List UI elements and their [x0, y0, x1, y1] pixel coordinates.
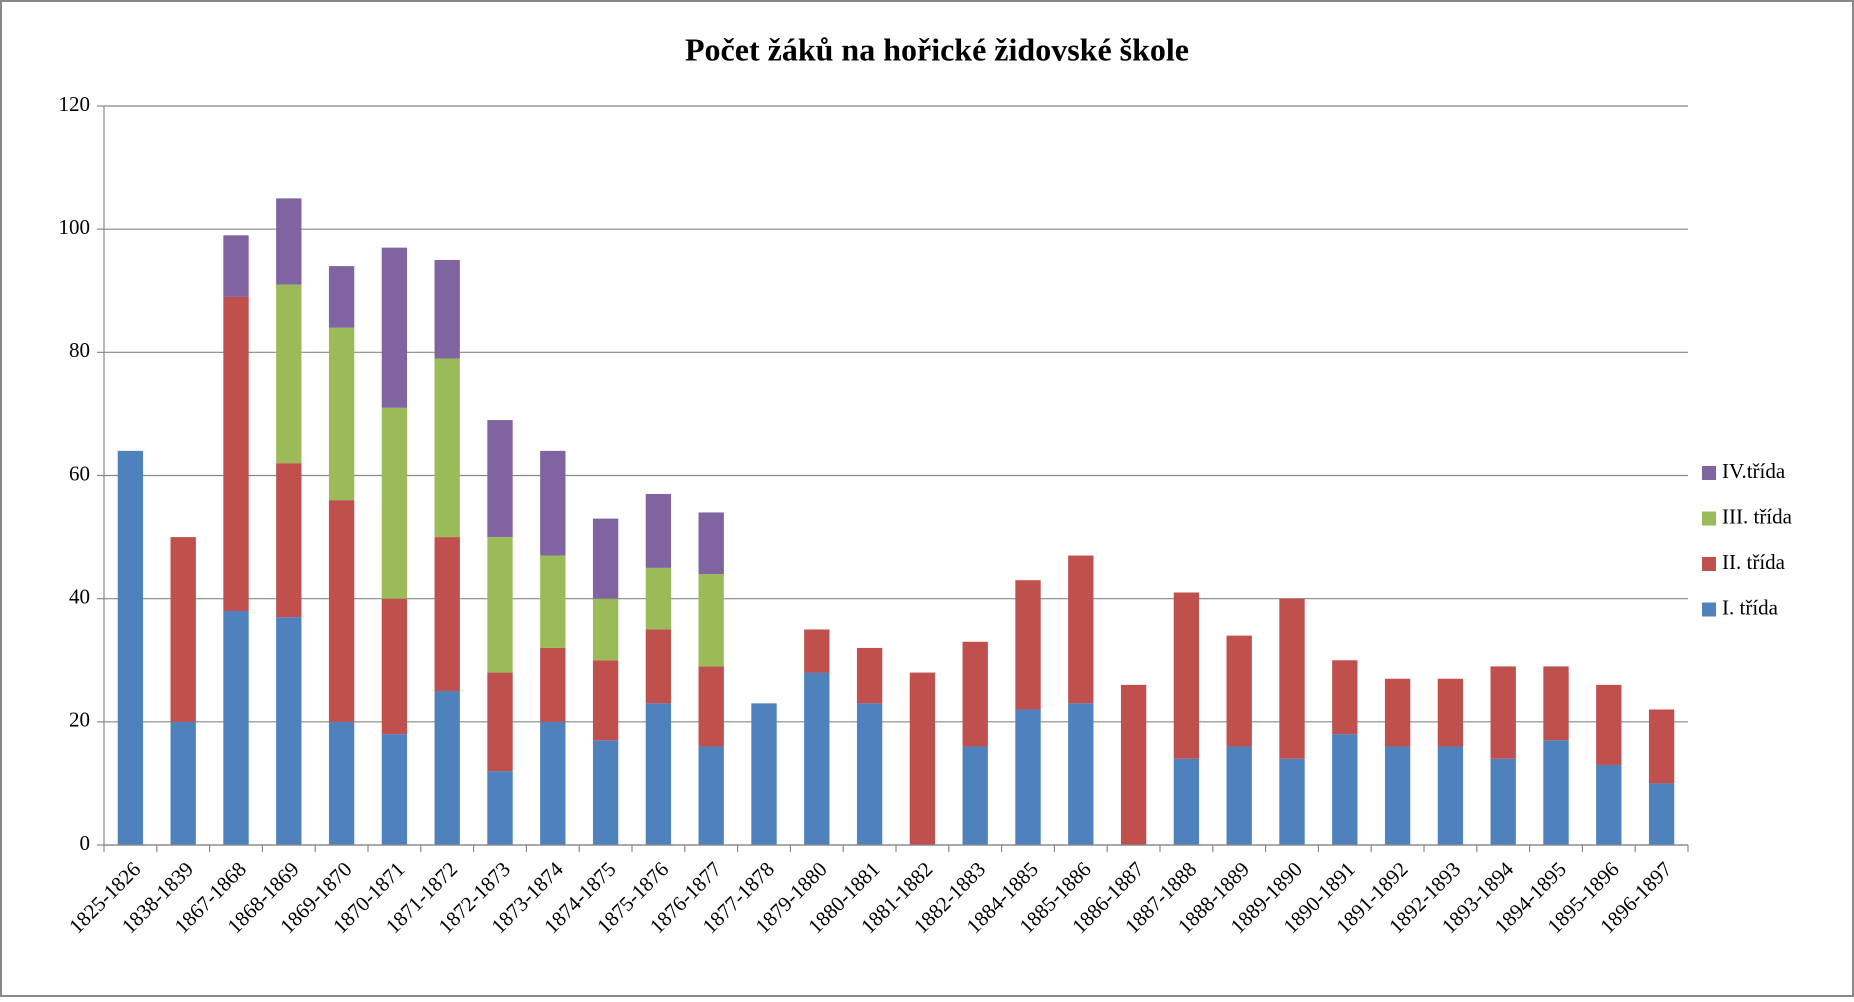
- legend-swatch: [1702, 511, 1716, 526]
- bar-segment: [1068, 703, 1094, 845]
- bar-segment: [434, 691, 460, 845]
- bar-segment: [170, 721, 196, 845]
- bar-segment: [487, 537, 513, 673]
- bar-segment: [1226, 746, 1252, 845]
- y-tick-label: 40: [69, 584, 90, 608]
- bar-segment: [276, 198, 302, 285]
- bar-segment: [223, 296, 249, 611]
- legend-swatch: [1702, 602, 1716, 617]
- bar-segment: [592, 518, 619, 599]
- bar-segment: [645, 629, 672, 704]
- bar-segment: [751, 703, 777, 845]
- bar-segment: [170, 537, 196, 722]
- bar-segment: [223, 610, 249, 845]
- bar-segment: [804, 629, 830, 673]
- bar-segment: [540, 555, 566, 648]
- bar-segment: [487, 420, 513, 538]
- bar-segment: [381, 407, 408, 599]
- bar-segment: [117, 450, 144, 845]
- y-tick-label: 0: [80, 831, 91, 855]
- bar-segment: [804, 672, 830, 845]
- bar-segment: [592, 660, 619, 741]
- bar-segment: [962, 641, 988, 747]
- bar-segment: [540, 721, 566, 845]
- bar-segment: [223, 235, 249, 297]
- y-tick-label: 120: [59, 92, 91, 116]
- legend-label: I. třída: [1722, 595, 1779, 619]
- legend-label: II. třída: [1722, 550, 1786, 574]
- bar-segment: [698, 574, 724, 667]
- bar-segment: [1384, 678, 1411, 747]
- y-tick-label: 80: [69, 338, 90, 362]
- bar-segment: [328, 327, 355, 501]
- bar-segment: [1437, 746, 1464, 845]
- bar-segment: [276, 463, 302, 618]
- bar-segment: [434, 259, 460, 359]
- bar-segment: [487, 771, 513, 845]
- bar-segment: [698, 746, 724, 845]
- bar-segment: [328, 721, 355, 845]
- bar-segment: [328, 500, 355, 722]
- legend-label: III. třída: [1722, 504, 1793, 528]
- bar-segment: [592, 598, 619, 661]
- bar-segment: [1384, 746, 1411, 845]
- bar-segment: [1173, 758, 1200, 845]
- chart-title: Počet žáků na hořické židovské škole: [685, 31, 1189, 67]
- bar-segment: [1068, 555, 1094, 704]
- bar-segment: [1648, 709, 1675, 784]
- bar-segment: [1490, 666, 1516, 759]
- bar-segment: [381, 247, 408, 408]
- bar-segment: [645, 703, 672, 845]
- bar-segment: [1173, 592, 1200, 759]
- bar-segment: [856, 647, 883, 704]
- y-tick-label: 100: [59, 215, 91, 239]
- bar-segment: [1279, 598, 1305, 759]
- bar-segment: [381, 734, 408, 845]
- bar-segment: [434, 358, 460, 538]
- bar-segment: [1543, 740, 1569, 845]
- bar-segment: [434, 537, 460, 692]
- bar-segment: [1015, 709, 1041, 845]
- bar-segment: [1648, 783, 1675, 845]
- legend-swatch: [1702, 466, 1716, 480]
- bar-segment: [1596, 764, 1622, 845]
- bar-segment: [540, 450, 566, 556]
- bar-segment: [328, 266, 355, 328]
- bar-segment: [1332, 734, 1358, 845]
- bar-segment: [276, 284, 302, 464]
- bar-segment: [962, 746, 988, 845]
- bar-segment: [381, 598, 408, 735]
- bar-segment: [592, 740, 619, 845]
- bar-segment: [1490, 758, 1516, 845]
- bar-segment: [1596, 684, 1622, 765]
- bar-segment: [276, 617, 302, 845]
- bar-segment: [698, 512, 724, 575]
- bar-segment: [909, 672, 936, 845]
- bar-segment: [487, 672, 513, 772]
- y-tick-label: 20: [69, 708, 90, 732]
- bar-segment: [540, 647, 566, 722]
- y-tick-label: 60: [69, 461, 90, 485]
- bar-segment: [1543, 666, 1569, 741]
- bar-segment: [1437, 678, 1464, 747]
- bar-segment: [1120, 684, 1147, 845]
- bar-segment: [645, 567, 672, 630]
- legend-label: IV.třída: [1722, 459, 1786, 483]
- bar-segment: [698, 666, 724, 747]
- bar-segment: [1226, 635, 1252, 747]
- bar-segment: [1279, 758, 1305, 845]
- bar-segment: [1332, 660, 1358, 735]
- bar-segment: [1015, 580, 1041, 710]
- bar-segment: [856, 703, 883, 845]
- legend-swatch: [1702, 557, 1716, 571]
- bar-segment: [645, 493, 672, 568]
